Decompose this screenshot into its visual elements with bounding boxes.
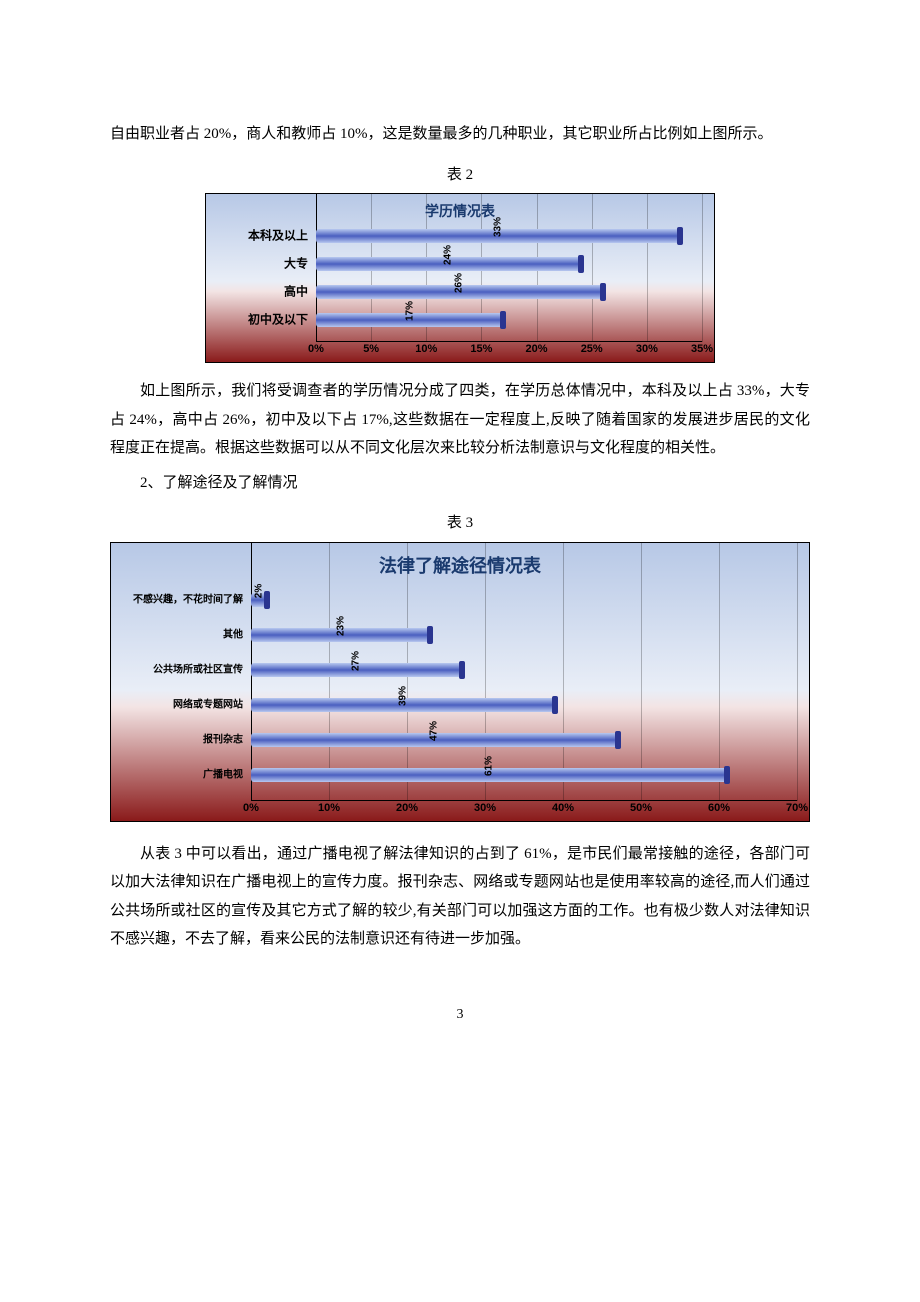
bar-value-label: 17% <box>400 301 419 321</box>
x-tick: 20% <box>526 339 548 360</box>
chart-channels: 法律了解途径情况表 0% 10% 20% 30% 40% 50% 60% 70% 不感兴趣，不花时… <box>110 542 810 822</box>
x-tick: 35% <box>691 339 713 360</box>
x-tick: 10% <box>318 798 340 819</box>
chart2-caption: 表 2 <box>110 161 810 190</box>
x-tick: 15% <box>470 339 492 360</box>
category-label: 公共场所或社区宣传 <box>153 661 243 680</box>
category-label: 广播电视 <box>203 766 243 785</box>
paragraph-2: 如上图所示，我们将受调查者的学历情况分成了四类，在学历总体情况中，本科及以上占 … <box>110 377 810 463</box>
x-tick: 0% <box>243 798 259 819</box>
bar-value-label: 47% <box>425 721 444 741</box>
bar-value-label: 33% <box>488 217 507 237</box>
category-label: 大专 <box>284 253 308 276</box>
x-tick: 5% <box>363 339 379 360</box>
bar-value-label: 23% <box>331 616 350 636</box>
x-tick: 40% <box>552 798 574 819</box>
x-tick: 70% <box>786 798 808 819</box>
x-tick: 0% <box>308 339 324 360</box>
x-tick: 30% <box>474 798 496 819</box>
category-label: 网络或专题网站 <box>173 696 243 715</box>
category-label: 不感兴趣，不花时间了解 <box>133 591 243 610</box>
category-label: 报刊杂志 <box>203 731 243 750</box>
x-tick: 10% <box>415 339 437 360</box>
x-tick: 25% <box>581 339 603 360</box>
bar-value-label: 39% <box>394 686 413 706</box>
bar-value-label: 61% <box>479 756 498 776</box>
category-label: 高中 <box>284 281 308 304</box>
paragraph-1: 自由职业者占 20%，商人和教师占 10%，这是数量最多的几种职业，其它职业所占… <box>110 120 810 149</box>
x-tick: 50% <box>630 798 652 819</box>
chart-title: 学历情况表 <box>425 200 495 227</box>
paragraph-4: 从表 3 中可以看出，通过广播电视了解法律知识的占到了 61%，是市民们最常接触… <box>110 840 810 954</box>
bar-value-label: 27% <box>347 651 366 671</box>
bar-value-label: 24% <box>439 245 458 265</box>
page-number: 3 <box>110 1002 810 1029</box>
x-tick: 60% <box>708 798 730 819</box>
chart-title: 法律了解途径情况表 <box>379 549 541 583</box>
category-label: 初中及以下 <box>248 309 308 332</box>
bar-value-label: 2% <box>249 584 268 598</box>
x-tick: 30% <box>636 339 658 360</box>
x-tick: 20% <box>396 798 418 819</box>
chart3-caption: 表 3 <box>110 509 810 538</box>
chart-education: 学历情况表 0% 5% 10% 15% 20% 25% 30% 35% 本科及以上 33% 大专 24%… <box>205 193 715 363</box>
category-label: 其他 <box>223 626 243 645</box>
category-label: 本科及以上 <box>248 225 308 248</box>
paragraph-3: 2、了解途径及了解情况 <box>110 469 810 498</box>
bar-value-label: 26% <box>450 273 469 293</box>
